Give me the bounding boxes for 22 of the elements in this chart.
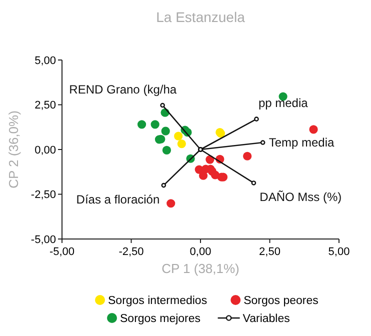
legend-label: Sorgos mejores <box>120 313 201 326</box>
annotation: DAÑO Mss (%) <box>260 190 342 204</box>
y-tick-label: -2,50 <box>30 189 56 202</box>
y-tick-label: -5,00 <box>30 234 56 246</box>
x-axis-title: CP 1 (38,1%) <box>162 261 240 276</box>
y-axis-title: CP 2 (36,0%) <box>6 110 21 188</box>
annotation: Días a floración <box>76 192 160 206</box>
x-tick-label: 0,00 <box>190 246 212 258</box>
y-tick-label: 5,00 <box>34 54 56 67</box>
x-tick-label: 2,50 <box>259 246 280 258</box>
x-tick-label: -5,00 <box>49 246 75 258</box>
annotation: pp media <box>258 96 308 110</box>
y-tick-label: 2,50 <box>34 100 56 112</box>
legend-label: Variables <box>242 313 290 326</box>
x-tick-label: 5,00 <box>328 246 350 258</box>
x-tick-label: -2,50 <box>118 246 144 258</box>
y-tick-label: 0,00 <box>34 144 56 156</box>
legend-label: Sorgos peores <box>244 295 319 308</box>
annotation: REND Grano (kg/ha <box>69 82 177 96</box>
legend-label: Sorgos intermedios <box>108 295 208 308</box>
chart-title: La Estanzuela <box>156 9 246 25</box>
annotation: Temp media <box>268 136 335 150</box>
